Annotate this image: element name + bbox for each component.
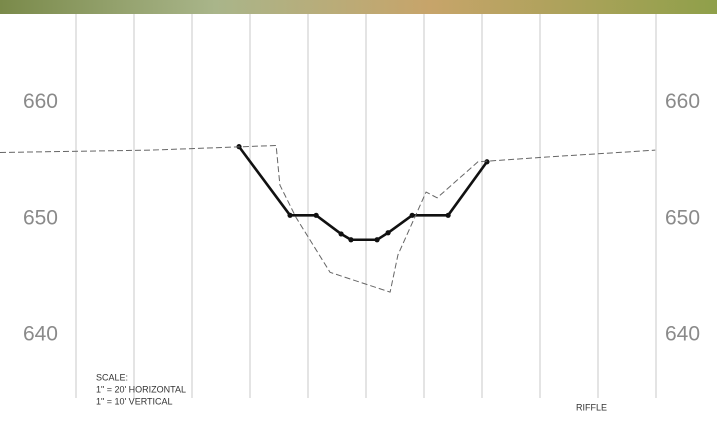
vertex-dot [374,237,379,242]
annotation: RIFFLE [576,402,607,412]
vertical-grid [76,14,656,398]
y-tick-label: 640 [23,323,58,346]
chart: SCALE: 1" = 20' HORIZONTAL 1" = 10' VERT… [0,0,717,427]
y2-tick-label: 660 [665,90,700,113]
design-section-line [239,147,487,240]
vertex-dot [314,213,319,218]
vertex-dot [348,237,353,242]
vertex-dot [385,230,390,235]
vertex-dot [338,231,343,236]
y2-tick-label: 650 [665,206,700,229]
vertex-dot [446,213,451,218]
y-tick-label: 660 [23,90,58,113]
annotation: 1" = 20' HORIZONTAL [96,384,186,394]
vertex-dot [410,213,415,218]
annotation: SCALE: [96,372,128,382]
existing-ground-line [0,145,655,292]
vertex-dot [287,213,292,218]
y-tick-label: 650 [23,206,58,229]
y2-tick-label: 640 [665,323,700,346]
header-strip [0,0,717,14]
annotation: 1" = 10' VERTICAL [96,396,173,406]
